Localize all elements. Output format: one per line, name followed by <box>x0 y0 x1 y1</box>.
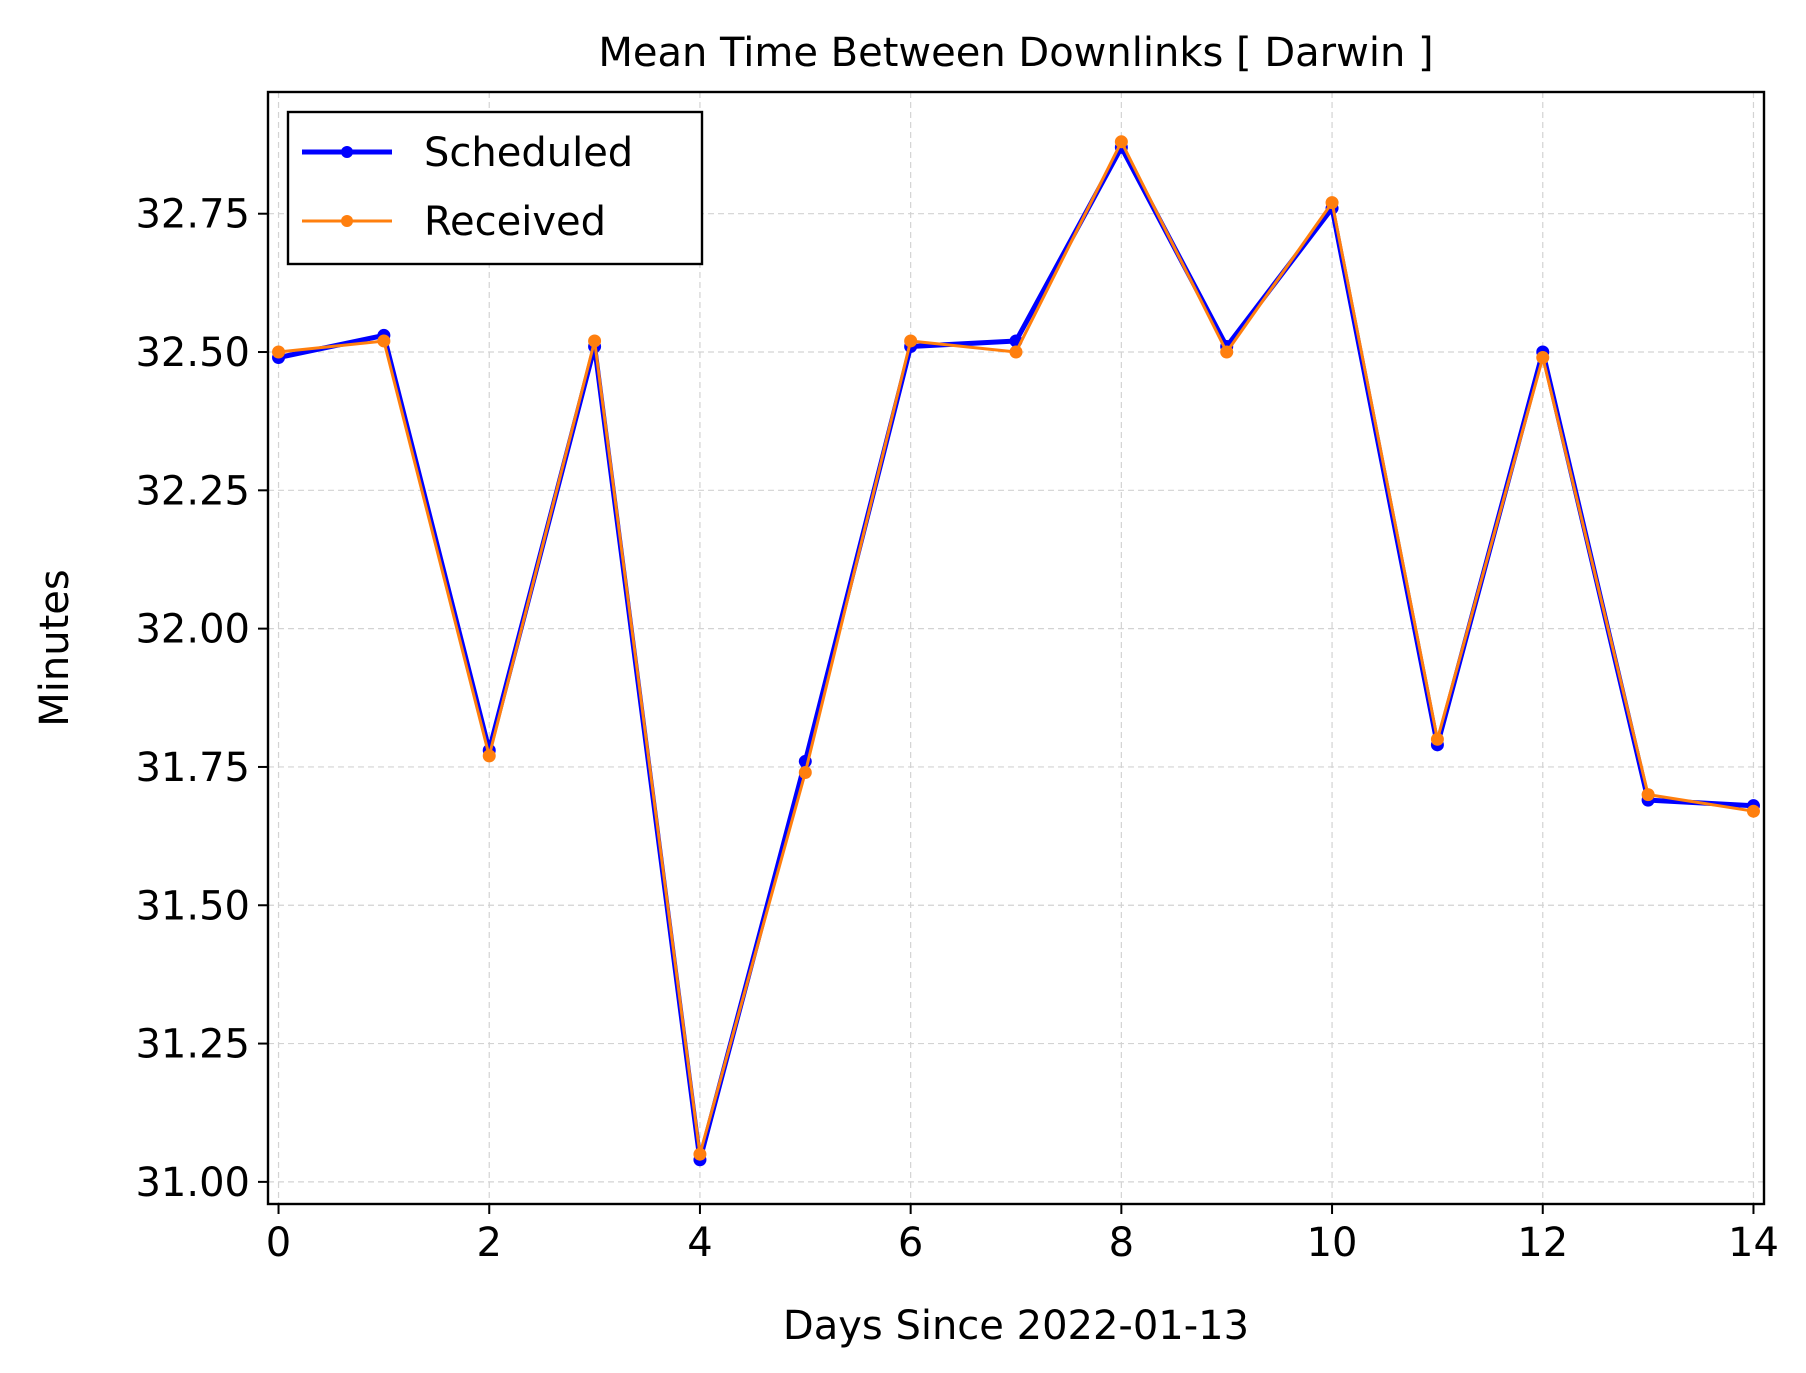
x-tick-label: 10 <box>1307 1220 1358 1266</box>
legend: Scheduled Received <box>286 110 704 266</box>
legend-label-received: Received <box>424 199 606 245</box>
data-point-received <box>377 334 391 348</box>
data-point-received <box>1114 135 1128 149</box>
data-point-received <box>272 345 286 359</box>
legend-box <box>286 110 704 266</box>
y-tick-label: 31.25 <box>135 1022 250 1068</box>
x-tick-label: 14 <box>1728 1220 1779 1266</box>
series-received <box>272 135 1760 1161</box>
y-tick-label: 31.75 <box>135 745 250 791</box>
data-point-received <box>798 765 812 779</box>
x-tick-label: 12 <box>1517 1220 1568 1266</box>
y-tick-label: 32.50 <box>135 330 250 376</box>
data-point-received <box>1220 345 1234 359</box>
data-point-received <box>1536 351 1550 365</box>
y-tick-label: 31.50 <box>135 883 250 929</box>
series-line-received <box>278 140 1754 1156</box>
x-tick-label: 8 <box>1109 1220 1134 1266</box>
x-tick-label: 2 <box>477 1220 502 1266</box>
data-point-received <box>904 334 918 348</box>
data-point-received <box>1009 345 1023 359</box>
x-axis-label: Days Since 2022-01-13 <box>783 1303 1249 1349</box>
x-tick-label: 0 <box>266 1220 291 1266</box>
series-scheduled <box>272 140 1760 1167</box>
chart-title: Mean Time Between Downlinks [ Darwin ] <box>598 30 1433 76</box>
grid <box>268 92 1764 1204</box>
y-tick-label: 32.00 <box>135 607 250 653</box>
y-axis-label: Minutes <box>32 569 78 726</box>
y-tick-label: 32.75 <box>135 192 250 238</box>
data-point-received <box>1325 196 1339 210</box>
data-point-received <box>1430 732 1444 746</box>
series-layer <box>272 135 1760 1167</box>
data-point-received <box>693 1147 707 1161</box>
legend-label-scheduled: Scheduled <box>424 130 633 176</box>
y-tick-label: 32.25 <box>135 468 250 514</box>
plot-frame <box>266 90 1766 1206</box>
data-point-received <box>588 334 602 348</box>
x-tick-label: 4 <box>687 1220 712 1266</box>
legend-marker-scheduled <box>341 146 353 158</box>
x-axis: 0 2 4 6 8 10 12 14 <box>266 1204 1779 1266</box>
legend-marker-received <box>341 215 353 227</box>
data-point-received <box>1746 804 1760 818</box>
data-point-received <box>1641 788 1655 802</box>
x-tick-label: 6 <box>898 1220 923 1266</box>
series-line-scheduled <box>277 144 1754 1163</box>
data-point-received <box>482 749 496 763</box>
y-tick-label: 31.00 <box>135 1160 250 1206</box>
y-axis: 31.00 31.25 31.50 31.75 32.00 32.25 32.50 32.75 <box>135 192 268 1206</box>
